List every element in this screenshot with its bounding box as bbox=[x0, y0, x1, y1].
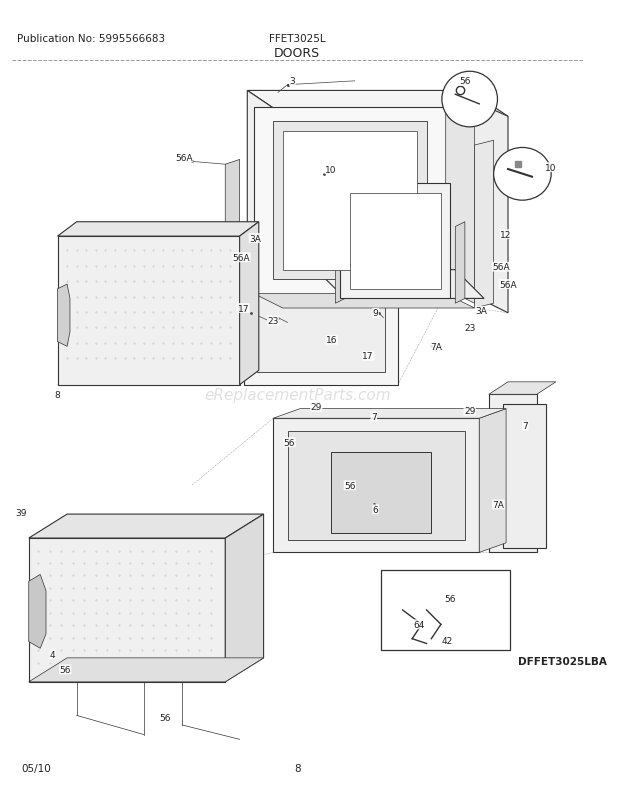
Polygon shape bbox=[273, 122, 427, 280]
Polygon shape bbox=[489, 383, 556, 395]
Text: 10: 10 bbox=[546, 164, 557, 172]
Polygon shape bbox=[247, 91, 286, 290]
Text: Publication No: 5995566683: Publication No: 5995566683 bbox=[17, 34, 166, 44]
Text: 23: 23 bbox=[464, 323, 476, 332]
Text: 7A: 7A bbox=[492, 500, 504, 509]
Text: 29: 29 bbox=[464, 407, 476, 415]
Polygon shape bbox=[283, 132, 417, 270]
Text: 56: 56 bbox=[459, 77, 471, 87]
Polygon shape bbox=[58, 237, 239, 385]
Polygon shape bbox=[29, 514, 264, 538]
Text: 17: 17 bbox=[237, 304, 249, 313]
Text: FFET3025L: FFET3025L bbox=[269, 34, 326, 44]
Polygon shape bbox=[29, 538, 225, 682]
Polygon shape bbox=[474, 141, 494, 309]
Polygon shape bbox=[335, 222, 345, 304]
Text: 56A: 56A bbox=[492, 263, 510, 272]
Ellipse shape bbox=[494, 148, 551, 201]
Text: 05/10: 05/10 bbox=[21, 764, 51, 773]
Text: 8: 8 bbox=[294, 764, 301, 773]
Text: 10: 10 bbox=[325, 165, 337, 174]
Text: 7A: 7A bbox=[430, 342, 442, 351]
Polygon shape bbox=[29, 575, 46, 649]
Polygon shape bbox=[489, 395, 537, 553]
Polygon shape bbox=[247, 91, 508, 117]
Text: 9: 9 bbox=[373, 309, 379, 318]
Text: DFFET3025LBA: DFFET3025LBA bbox=[518, 656, 606, 666]
Text: 7: 7 bbox=[523, 422, 528, 431]
Text: 56: 56 bbox=[60, 665, 71, 674]
Polygon shape bbox=[29, 658, 264, 682]
Polygon shape bbox=[254, 107, 446, 294]
Polygon shape bbox=[273, 419, 479, 553]
Polygon shape bbox=[340, 184, 451, 299]
Polygon shape bbox=[451, 91, 508, 314]
Text: 56A: 56A bbox=[232, 253, 250, 262]
Polygon shape bbox=[254, 294, 474, 309]
Text: 56A: 56A bbox=[175, 154, 193, 163]
Text: 56: 56 bbox=[159, 713, 170, 722]
Polygon shape bbox=[58, 222, 259, 237]
Polygon shape bbox=[239, 222, 259, 385]
Text: 39: 39 bbox=[16, 508, 27, 517]
Text: 56: 56 bbox=[344, 481, 356, 490]
Polygon shape bbox=[503, 404, 546, 548]
Text: 16: 16 bbox=[326, 336, 337, 345]
Text: 42: 42 bbox=[442, 636, 453, 646]
Polygon shape bbox=[257, 249, 385, 373]
Polygon shape bbox=[225, 160, 239, 280]
Text: 3A: 3A bbox=[249, 234, 261, 243]
Polygon shape bbox=[244, 237, 398, 385]
Text: 17: 17 bbox=[362, 352, 374, 361]
Ellipse shape bbox=[442, 72, 497, 128]
Text: 29: 29 bbox=[311, 403, 322, 411]
Polygon shape bbox=[330, 452, 432, 533]
Text: 56: 56 bbox=[284, 438, 295, 448]
Polygon shape bbox=[273, 409, 506, 419]
Text: 56: 56 bbox=[445, 594, 456, 603]
Polygon shape bbox=[225, 514, 264, 682]
Polygon shape bbox=[58, 285, 70, 347]
Text: 12: 12 bbox=[500, 230, 512, 240]
Text: 64: 64 bbox=[413, 620, 425, 629]
Text: DOORS: DOORS bbox=[274, 47, 320, 60]
Text: 8: 8 bbox=[55, 391, 60, 399]
Polygon shape bbox=[288, 431, 465, 541]
Polygon shape bbox=[446, 107, 474, 304]
Text: 6: 6 bbox=[373, 505, 379, 514]
Polygon shape bbox=[350, 194, 441, 290]
Text: 23: 23 bbox=[267, 317, 279, 326]
FancyBboxPatch shape bbox=[381, 570, 510, 650]
Text: 56A: 56A bbox=[499, 280, 517, 290]
Text: 3: 3 bbox=[290, 77, 295, 87]
Polygon shape bbox=[455, 222, 465, 304]
Text: 7: 7 bbox=[371, 412, 377, 421]
Text: 4: 4 bbox=[50, 650, 56, 658]
Polygon shape bbox=[316, 270, 484, 299]
Text: 3A: 3A bbox=[476, 307, 487, 316]
Polygon shape bbox=[479, 409, 506, 553]
Text: eReplacementParts.com: eReplacementParts.com bbox=[204, 387, 391, 403]
